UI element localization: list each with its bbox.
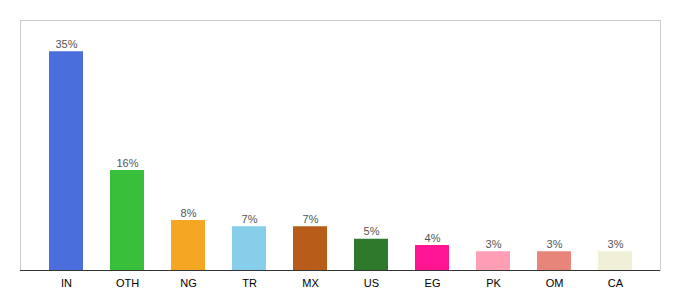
svg-text:5%: 5% [364, 225, 380, 237]
svg-text:TR: TR [242, 277, 257, 289]
svg-text:MX: MX [302, 277, 319, 289]
svg-text:EG: EG [425, 277, 441, 289]
svg-text:4%: 4% [425, 232, 441, 244]
svg-text:NG: NG [180, 277, 197, 289]
svg-text:7%: 7% [303, 213, 319, 225]
svg-text:3%: 3% [486, 238, 502, 250]
svg-text:3%: 3% [608, 238, 624, 250]
svg-text:16%: 16% [116, 157, 138, 169]
svg-text:CA: CA [608, 277, 624, 289]
svg-text:IN: IN [61, 277, 72, 289]
svg-text:3%: 3% [547, 238, 563, 250]
svg-text:US: US [364, 277, 379, 289]
svg-text:OM: OM [546, 277, 564, 289]
svg-text:8%: 8% [181, 207, 197, 219]
svg-text:35%: 35% [55, 38, 77, 50]
svg-text:OTH: OTH [116, 277, 139, 289]
svg-text:PK: PK [486, 277, 501, 289]
svg-text:7%: 7% [242, 213, 258, 225]
